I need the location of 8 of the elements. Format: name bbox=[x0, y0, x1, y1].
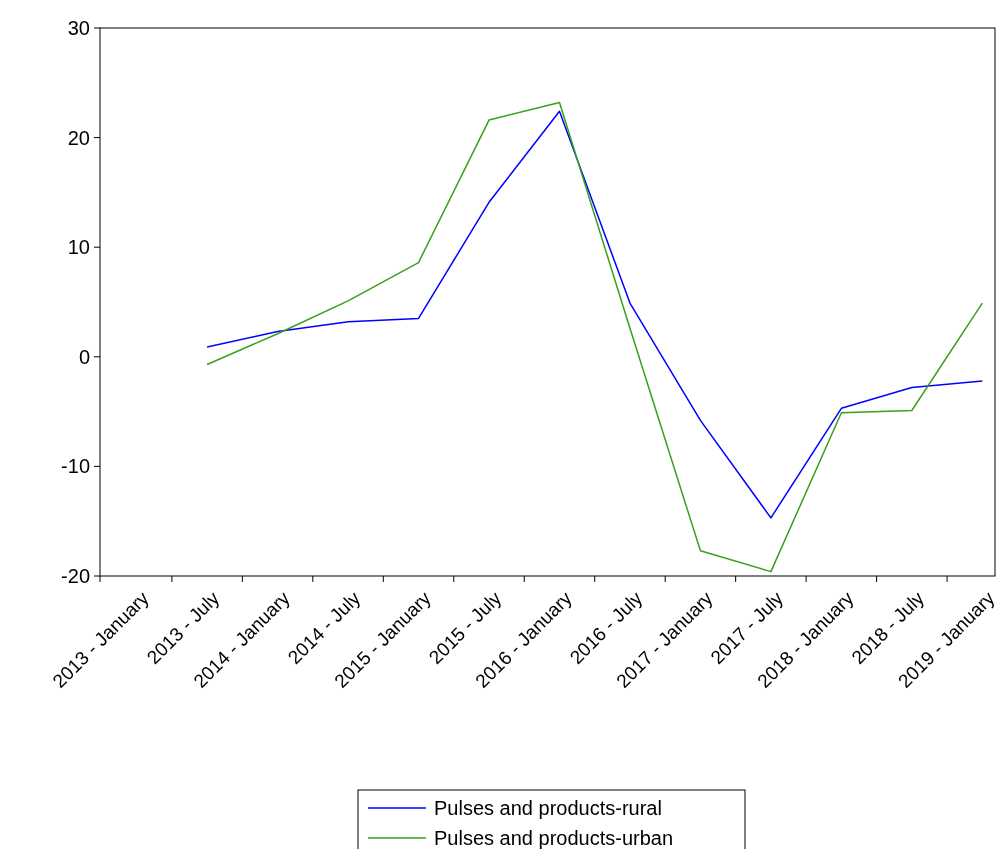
y-tick-label: 20 bbox=[67, 126, 90, 149]
legend-label: Pulses and products-rural bbox=[434, 797, 662, 819]
legend-label: Pulses and products-urban bbox=[434, 827, 674, 849]
y-tick-label: 30 bbox=[67, 17, 90, 39]
y-tick-label: 10 bbox=[67, 236, 90, 259]
y-tick-label: 0 bbox=[78, 345, 90, 368]
y-tick-label: -10 bbox=[61, 455, 90, 478]
y-tick-label: -20 bbox=[61, 565, 90, 587]
